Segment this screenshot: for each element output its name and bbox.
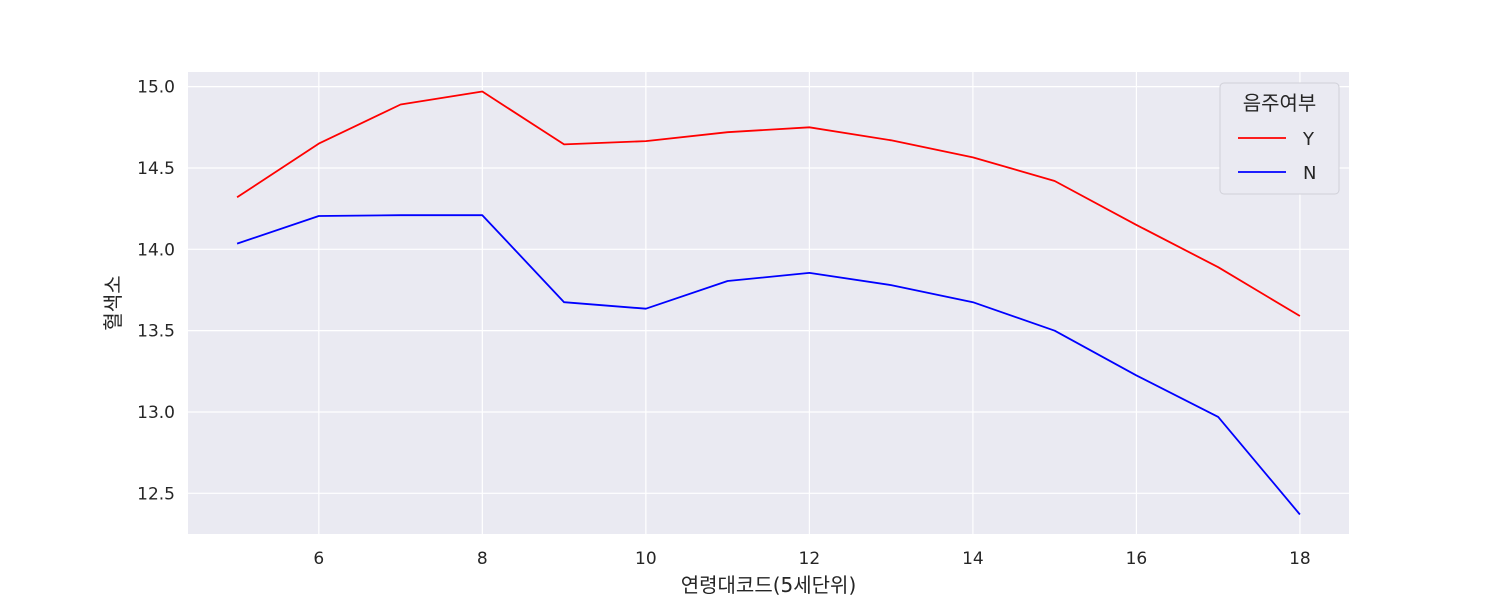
x-axis-title: 연령대코드(5세단위) (681, 573, 857, 597)
x-tick-label: 10 (635, 549, 657, 569)
y-tick-label: 13.5 (137, 322, 175, 342)
y-tick-label: 12.5 (137, 484, 175, 504)
x-tick-label: 12 (799, 549, 821, 569)
legend-title: 음주여부 (1243, 91, 1317, 115)
y-axis-title: 혈색소 (101, 275, 125, 330)
y-tick-label: 15.0 (137, 78, 175, 98)
legend: 음주여부 Y N (1219, 82, 1340, 195)
x-tick-label: 8 (477, 549, 488, 569)
y-gridlines (188, 86, 1349, 494)
y-tick-label: 13.0 (137, 403, 175, 423)
x-tick-label: 18 (1289, 549, 1311, 569)
series-line-n (236, 214, 1301, 516)
x-tick-label: 16 (1126, 549, 1148, 569)
series-line-y (236, 90, 1301, 317)
series-layer (236, 90, 1301, 516)
legend-label-y: Y (1302, 129, 1315, 150)
legend-label-n: N (1303, 163, 1316, 184)
x-tick-labels: 6 8 10 12 14 16 18 (313, 549, 1310, 569)
y-tick-label: 14.0 (137, 240, 175, 260)
x-tick-label: 14 (962, 549, 984, 569)
y-tick-label: 14.5 (137, 159, 175, 179)
plot-background (188, 72, 1349, 534)
x-tick-label: 6 (313, 549, 324, 569)
y-tick-labels: 12.5 13.0 13.5 14.0 14.5 15.0 (137, 78, 175, 505)
